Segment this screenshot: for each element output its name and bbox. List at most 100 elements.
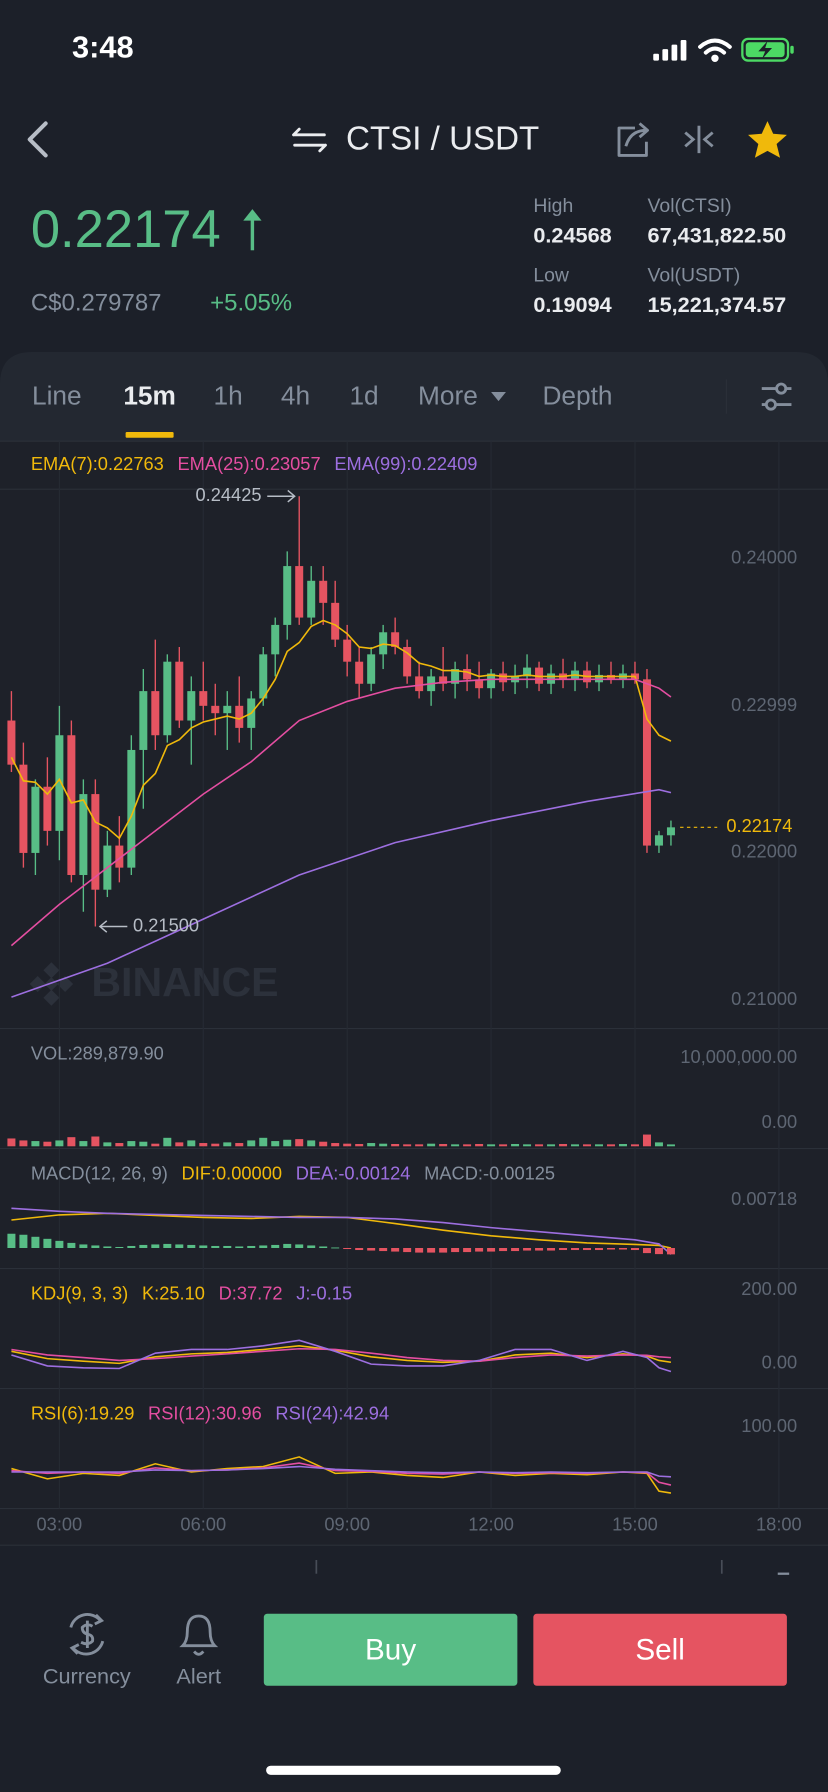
histogram-bar: [43, 1238, 52, 1248]
indicator-line: [11, 1465, 672, 1478]
candle-body: [403, 646, 412, 677]
histogram-bar: [403, 1248, 412, 1253]
histogram-bar: [595, 1248, 604, 1251]
home-indicator: [266, 1765, 561, 1775]
buy-button[interactable]: [263, 1613, 518, 1686]
tab[interactable]: Line: [32, 381, 82, 411]
share-button[interactable]: [617, 122, 649, 157]
volume-bar: [595, 1144, 604, 1147]
x-tick-label: 12:00: [468, 1514, 514, 1535]
candle-body: [163, 661, 172, 736]
alert-button[interactable]: [179, 1614, 219, 1656]
volume-bar: [67, 1137, 76, 1147]
sell-label[interactable]: Sell: [635, 1633, 684, 1666]
status-time: 3:48: [72, 29, 134, 64]
battery-icon: [741, 37, 794, 62]
volume-bar: [571, 1144, 580, 1147]
swap-icon[interactable]: [292, 127, 327, 153]
histogram-bar: [307, 1245, 316, 1248]
histogram-bar: [583, 1248, 592, 1251]
candle-body: [283, 566, 292, 625]
candle-body: [439, 676, 448, 684]
histogram-bar: [259, 1245, 268, 1248]
currency-button[interactable]: [69, 1613, 105, 1656]
indicator-line: [10, 678, 672, 947]
candle-body: [7, 720, 16, 765]
tab[interactable]: 1h: [214, 381, 243, 411]
volume-bar: [211, 1143, 220, 1147]
back-button[interactable]: [27, 121, 48, 158]
candle-body: [307, 580, 316, 618]
volume-bar: [499, 1144, 508, 1147]
signal-icon: [653, 40, 687, 61]
tab-indicator: [125, 432, 174, 438]
watermark-text: BINANCE: [91, 959, 278, 1005]
histogram-bar: [79, 1244, 88, 1248]
volume-bar: [630, 1144, 639, 1147]
candle-body: [331, 602, 340, 640]
settings-button[interactable]: [761, 382, 792, 411]
candle-body: [319, 580, 328, 603]
compare-button[interactable]: [684, 125, 714, 154]
histogram-bar: [271, 1244, 280, 1248]
volume-bar: [487, 1144, 496, 1147]
candle-body: [31, 786, 40, 853]
histogram-bar: [223, 1245, 232, 1248]
volume-bar: [127, 1141, 136, 1147]
stat-value: 0.19094: [533, 292, 611, 317]
x-tick-label: 15:00: [612, 1514, 658, 1535]
volume-bar: [319, 1141, 328, 1147]
pair-title[interactable]: CTSI / USDT: [346, 120, 539, 157]
volume-bar: [379, 1143, 388, 1147]
tab[interactable]: Depth: [542, 381, 612, 411]
histogram-bar: [103, 1246, 112, 1248]
volume-bar: [19, 1140, 28, 1147]
legend-entry: DIF:0.00000: [182, 1163, 282, 1184]
price-up-arrow: [243, 209, 262, 251]
volume-bar: [223, 1142, 232, 1147]
volume-bar: [79, 1141, 88, 1147]
volume-bar: [535, 1144, 544, 1147]
volume-bar: [355, 1144, 364, 1147]
alert-label[interactable]: Alert: [176, 1663, 221, 1688]
favorite-star[interactable]: [748, 121, 787, 158]
volume-bar: [439, 1144, 448, 1147]
volume-bar: [642, 1134, 651, 1147]
histogram-bar: [139, 1244, 148, 1248]
volume-bar: [343, 1143, 352, 1147]
histogram-bar: [7, 1233, 16, 1248]
candle-body: [91, 794, 100, 890]
volume-bar: [7, 1138, 16, 1147]
tab[interactable]: More: [418, 381, 478, 411]
histogram-bar: [235, 1246, 244, 1248]
volume-bar: [451, 1144, 460, 1147]
tab[interactable]: 4h: [281, 381, 310, 411]
histogram-bar: [535, 1248, 544, 1251]
histogram-bar: [187, 1244, 196, 1248]
histogram-bar: [607, 1248, 615, 1250]
y-tick-label: 200.00: [741, 1278, 797, 1299]
tab-active[interactable]: 15m: [123, 381, 176, 411]
sell-button[interactable]: [533, 1613, 787, 1686]
legend-entry: K:25.10: [142, 1283, 205, 1304]
tab[interactable]: 1d: [349, 381, 378, 411]
histogram-bar: [247, 1245, 256, 1248]
histogram-bar: [439, 1248, 448, 1253]
volume-bar: [618, 1144, 627, 1147]
volume-bar: [199, 1143, 208, 1147]
histogram-bar: [331, 1247, 340, 1249]
volume-bar: [367, 1143, 376, 1147]
candle-body: [235, 705, 244, 728]
candle-body: [271, 624, 280, 655]
x-tick-label: 18:00: [756, 1514, 802, 1535]
histogram-bar: [666, 1248, 675, 1255]
buy-label[interactable]: Buy: [365, 1633, 416, 1666]
annotation-arrowhead: [98, 920, 108, 933]
volume-bar: [55, 1140, 64, 1147]
histogram-bar: [151, 1244, 160, 1248]
currency-label[interactable]: Currency: [43, 1663, 131, 1688]
legend-entry: RSI(6):19.29: [31, 1403, 135, 1424]
candle-body: [343, 639, 352, 662]
candle-body: [223, 705, 232, 714]
